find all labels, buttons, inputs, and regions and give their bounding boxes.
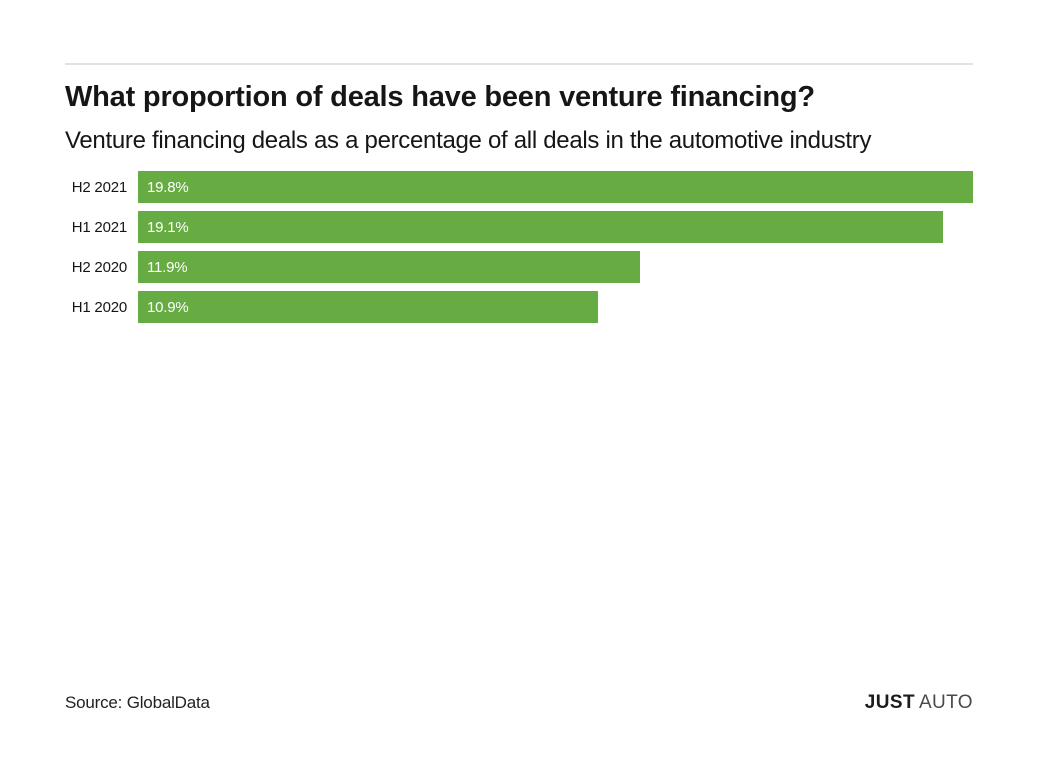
bar-track: 19.1% <box>138 211 973 244</box>
bar-category-label: H2 2020 <box>71 258 128 276</box>
bar-row: H2 2021 19.8% <box>65 171 973 204</box>
bar-value-label: 10.9% <box>147 298 189 316</box>
bar-value-label: 19.1% <box>147 218 189 236</box>
bar: 19.8% <box>138 171 973 204</box>
bar-category-label: H2 2021 <box>71 178 128 196</box>
bar-category-label: H1 2021 <box>71 218 128 236</box>
bar-row: H1 2020 10.9% <box>65 291 973 324</box>
bar: 11.9% <box>138 251 640 284</box>
bar-track: 10.9% <box>138 291 973 324</box>
bar-category-label: H1 2020 <box>71 298 128 316</box>
brand-logo: JUST AUTO <box>865 692 973 714</box>
top-divider <box>65 63 973 65</box>
bar-value-label: 11.9% <box>147 258 188 276</box>
bar-row: H2 2020 11.9% <box>65 251 973 284</box>
chart-subtitle: Venture financing deals as a percentage … <box>65 127 872 155</box>
bar-row: H1 2021 19.1% <box>65 211 973 244</box>
bar-track: 19.8% <box>138 171 973 204</box>
brand-logo-just: JUST <box>864 692 915 713</box>
bar-value-label: 19.8% <box>147 178 189 196</box>
footer: Source: GlobalData JUST AUTO <box>65 692 973 714</box>
bar-chart: H2 2021 19.8% H1 2021 19.1% H2 2020 11.9% H1 2… <box>65 171 973 324</box>
chart-title: What proportion of deals have been ventu… <box>65 81 815 113</box>
content: What proportion of deals have been ventu… <box>65 63 973 324</box>
source-label: Source: GlobalData <box>65 693 210 712</box>
bar: 19.1% <box>138 211 944 244</box>
bar: 10.9% <box>138 291 598 324</box>
brand-logo-auto: AUTO <box>918 692 973 713</box>
bar-track: 11.9% <box>138 251 973 284</box>
